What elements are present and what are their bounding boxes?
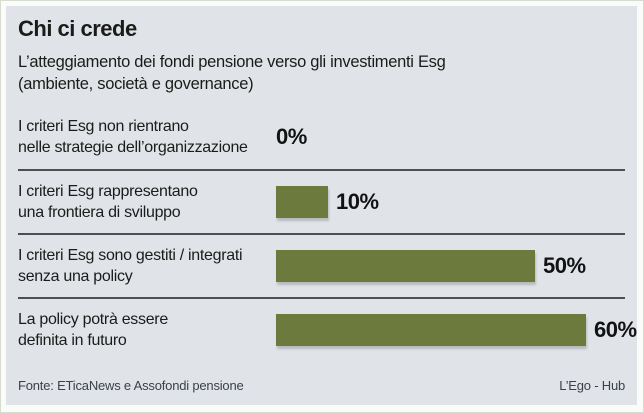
value-label-3: 50% [543, 253, 586, 278]
bar-zone-2: 10% [276, 171, 625, 233]
source-note: Fonte: ETicaNews e Assofondi pensione [18, 378, 244, 393]
bar-zone-1: 0% [276, 105, 625, 169]
value-label-2: 10% [336, 189, 379, 214]
category-label-4: La policy potrà essere definita in futur… [18, 309, 276, 351]
subtitle-line-2: (ambiente, società e governance) [18, 75, 254, 93]
value-label-4: 60% [594, 317, 637, 342]
page-title: Chi ci crede [18, 16, 137, 41]
chart-row-2: I criteri Esg rappresentano una frontier… [18, 169, 625, 233]
chart-row-1: I criteri Esg non rientrano nelle strate… [18, 105, 625, 169]
bar-chart: I criteri Esg non rientrano nelle strate… [18, 105, 637, 372]
category-label-line: senza una policy [18, 268, 133, 285]
category-label-3: I criteri Esg sono gestiti / integrati s… [18, 245, 276, 287]
category-label-line: nelle strategie dell’organizzazione [18, 139, 248, 156]
category-label-line: I criteri Esg non rientrano [18, 118, 189, 135]
chart-row-3: I criteri Esg sono gestiti / integrati s… [18, 233, 625, 297]
credit-note: L’Ego - Hub [559, 378, 625, 393]
bar-zone-4: 60% [276, 299, 637, 361]
category-label-line: I criteri Esg rappresentano [18, 183, 198, 200]
category-label-1: I criteri Esg non rientrano nelle strate… [18, 116, 276, 158]
category-label-line: definita in futuro [18, 332, 127, 349]
category-label-line: La policy potrà essere [18, 311, 168, 328]
bar-zone-3: 50% [276, 235, 625, 297]
value-label-1: 0% [276, 124, 307, 149]
bar-2 [276, 186, 328, 218]
category-label-line: una frontiera di sviluppo [18, 204, 181, 221]
bar-3 [276, 250, 535, 282]
category-label-2: I criteri Esg rappresentano una frontier… [18, 181, 276, 223]
bar-4 [276, 314, 586, 346]
subtitle-line-1: L’atteggiamento dei fondi pensione verso… [18, 53, 446, 71]
category-label-line: I criteri Esg sono gestiti / integrati [18, 247, 243, 264]
chart-footer: Fonte: ETicaNews e Assofondi pensione L’… [18, 372, 625, 405]
chart-subtitle: L’atteggiamento dei fondi pensione verso… [18, 51, 625, 95]
chart-row-4: La policy potrà essere definita in futur… [18, 297, 637, 361]
chart-panel: Chi ci crede L’atteggiamento dei fondi p… [6, 6, 637, 405]
